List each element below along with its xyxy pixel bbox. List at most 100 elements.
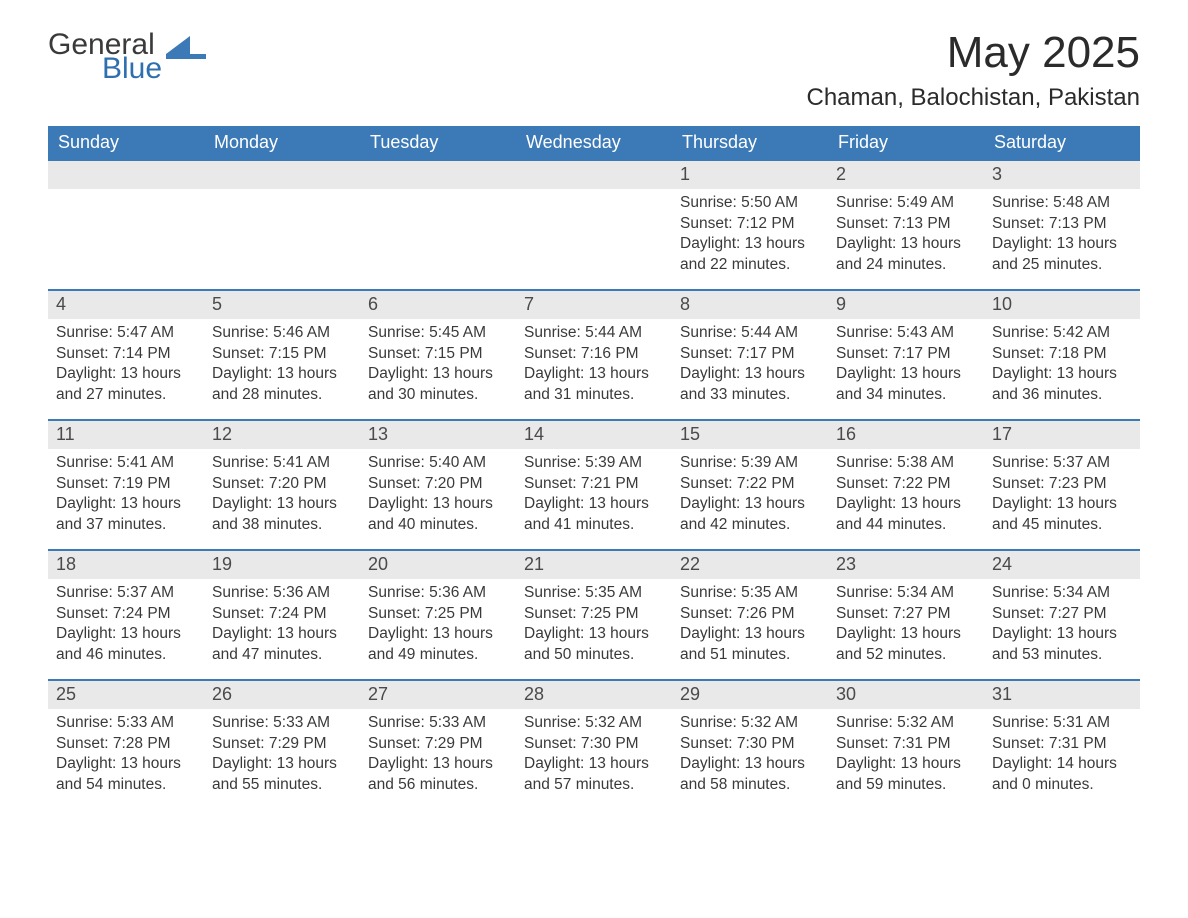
weekday-header: Saturday bbox=[984, 126, 1140, 160]
day-number: 24 bbox=[984, 551, 1140, 578]
sunrise-line: Sunrise: 5:36 AM bbox=[368, 583, 508, 604]
day-cell: 17Sunrise: 5:37 AMSunset: 7:23 PMDayligh… bbox=[984, 420, 1140, 550]
day-cell: 31Sunrise: 5:31 AMSunset: 7:31 PMDayligh… bbox=[984, 680, 1140, 810]
weekday-header: Wednesday bbox=[516, 126, 672, 160]
day-body: Sunrise: 5:31 AMSunset: 7:31 PMDaylight:… bbox=[984, 709, 1140, 803]
day-number: 22 bbox=[672, 551, 828, 578]
day-number: 16 bbox=[828, 421, 984, 448]
weekday-header: Tuesday bbox=[360, 126, 516, 160]
day-cell: 16Sunrise: 5:38 AMSunset: 7:22 PMDayligh… bbox=[828, 420, 984, 550]
day-cell: 9Sunrise: 5:43 AMSunset: 7:17 PMDaylight… bbox=[828, 290, 984, 420]
month-title: May 2025 bbox=[806, 30, 1140, 76]
day-cell: 14Sunrise: 5:39 AMSunset: 7:21 PMDayligh… bbox=[516, 420, 672, 550]
sunset-line: Sunset: 7:15 PM bbox=[368, 344, 508, 365]
day-number bbox=[48, 161, 204, 188]
sunrise-line: Sunrise: 5:36 AM bbox=[212, 583, 352, 604]
sunrise-line: Sunrise: 5:33 AM bbox=[56, 713, 196, 734]
day-body: Sunrise: 5:36 AMSunset: 7:24 PMDaylight:… bbox=[204, 579, 360, 673]
day-number: 13 bbox=[360, 421, 516, 448]
header: General Blue May 2025 Chaman, Balochista… bbox=[48, 30, 1140, 112]
sunrise-line: Sunrise: 5:41 AM bbox=[56, 453, 196, 474]
sunset-line: Sunset: 7:27 PM bbox=[992, 604, 1132, 625]
day-number: 15 bbox=[672, 421, 828, 448]
sunrise-line: Sunrise: 5:47 AM bbox=[56, 323, 196, 344]
sunrise-line: Sunrise: 5:37 AM bbox=[56, 583, 196, 604]
calendar-table: SundayMondayTuesdayWednesdayThursdayFrid… bbox=[48, 126, 1140, 810]
day-number: 5 bbox=[204, 291, 360, 318]
sunset-line: Sunset: 7:20 PM bbox=[212, 474, 352, 495]
day-number: 12 bbox=[204, 421, 360, 448]
sunrise-line: Sunrise: 5:38 AM bbox=[836, 453, 976, 474]
sunrise-line: Sunrise: 5:33 AM bbox=[368, 713, 508, 734]
day-body: Sunrise: 5:42 AMSunset: 7:18 PMDaylight:… bbox=[984, 319, 1140, 413]
day-body: Sunrise: 5:46 AMSunset: 7:15 PMDaylight:… bbox=[204, 319, 360, 413]
sunset-line: Sunset: 7:22 PM bbox=[836, 474, 976, 495]
day-cell: 28Sunrise: 5:32 AMSunset: 7:30 PMDayligh… bbox=[516, 680, 672, 810]
sunset-line: Sunset: 7:31 PM bbox=[836, 734, 976, 755]
day-cell: 21Sunrise: 5:35 AMSunset: 7:25 PMDayligh… bbox=[516, 550, 672, 680]
day-body: Sunrise: 5:32 AMSunset: 7:31 PMDaylight:… bbox=[828, 709, 984, 803]
sunrise-line: Sunrise: 5:32 AM bbox=[836, 713, 976, 734]
day-number: 6 bbox=[360, 291, 516, 318]
weekday-header: Monday bbox=[204, 126, 360, 160]
sunset-line: Sunset: 7:25 PM bbox=[368, 604, 508, 625]
day-cell: 19Sunrise: 5:36 AMSunset: 7:24 PMDayligh… bbox=[204, 550, 360, 680]
daylight-line: Daylight: 13 hours and 42 minutes. bbox=[680, 494, 820, 536]
logo-flag-icon bbox=[166, 36, 208, 62]
day-number: 2 bbox=[828, 161, 984, 188]
daylight-line: Daylight: 13 hours and 34 minutes. bbox=[836, 364, 976, 406]
day-body: Sunrise: 5:41 AMSunset: 7:19 PMDaylight:… bbox=[48, 449, 204, 543]
daylight-line: Daylight: 13 hours and 36 minutes. bbox=[992, 364, 1132, 406]
daylight-line: Daylight: 13 hours and 33 minutes. bbox=[680, 364, 820, 406]
day-body: Sunrise: 5:45 AMSunset: 7:15 PMDaylight:… bbox=[360, 319, 516, 413]
daylight-line: Daylight: 14 hours and 0 minutes. bbox=[992, 754, 1132, 796]
day-body bbox=[516, 189, 672, 199]
sunrise-line: Sunrise: 5:42 AM bbox=[992, 323, 1132, 344]
day-body: Sunrise: 5:39 AMSunset: 7:21 PMDaylight:… bbox=[516, 449, 672, 543]
daylight-line: Daylight: 13 hours and 51 minutes. bbox=[680, 624, 820, 666]
logo: General Blue bbox=[48, 30, 208, 84]
sunrise-line: Sunrise: 5:40 AM bbox=[368, 453, 508, 474]
day-cell: 24Sunrise: 5:34 AMSunset: 7:27 PMDayligh… bbox=[984, 550, 1140, 680]
sunrise-line: Sunrise: 5:41 AM bbox=[212, 453, 352, 474]
day-number: 23 bbox=[828, 551, 984, 578]
title-block: May 2025 Chaman, Balochistan, Pakistan bbox=[806, 30, 1140, 112]
day-number: 29 bbox=[672, 681, 828, 708]
logo-word-blue: Blue bbox=[102, 54, 162, 84]
day-cell: 18Sunrise: 5:37 AMSunset: 7:24 PMDayligh… bbox=[48, 550, 204, 680]
day-number: 7 bbox=[516, 291, 672, 318]
day-cell: 27Sunrise: 5:33 AMSunset: 7:29 PMDayligh… bbox=[360, 680, 516, 810]
day-number: 25 bbox=[48, 681, 204, 708]
weekday-header: Thursday bbox=[672, 126, 828, 160]
day-cell bbox=[204, 160, 360, 290]
daylight-line: Daylight: 13 hours and 37 minutes. bbox=[56, 494, 196, 536]
day-cell: 1Sunrise: 5:50 AMSunset: 7:12 PMDaylight… bbox=[672, 160, 828, 290]
daylight-line: Daylight: 13 hours and 54 minutes. bbox=[56, 754, 196, 796]
week-row: 11Sunrise: 5:41 AMSunset: 7:19 PMDayligh… bbox=[48, 420, 1140, 550]
daylight-line: Daylight: 13 hours and 46 minutes. bbox=[56, 624, 196, 666]
day-cell: 2Sunrise: 5:49 AMSunset: 7:13 PMDaylight… bbox=[828, 160, 984, 290]
sunset-line: Sunset: 7:30 PM bbox=[524, 734, 664, 755]
day-cell: 7Sunrise: 5:44 AMSunset: 7:16 PMDaylight… bbox=[516, 290, 672, 420]
daylight-line: Daylight: 13 hours and 27 minutes. bbox=[56, 364, 196, 406]
day-cell bbox=[516, 160, 672, 290]
sunset-line: Sunset: 7:21 PM bbox=[524, 474, 664, 495]
day-body: Sunrise: 5:37 AMSunset: 7:24 PMDaylight:… bbox=[48, 579, 204, 673]
day-body: Sunrise: 5:38 AMSunset: 7:22 PMDaylight:… bbox=[828, 449, 984, 543]
sunset-line: Sunset: 7:14 PM bbox=[56, 344, 196, 365]
daylight-line: Daylight: 13 hours and 52 minutes. bbox=[836, 624, 976, 666]
sunrise-line: Sunrise: 5:35 AM bbox=[680, 583, 820, 604]
day-body: Sunrise: 5:44 AMSunset: 7:16 PMDaylight:… bbox=[516, 319, 672, 413]
sunrise-line: Sunrise: 5:34 AM bbox=[992, 583, 1132, 604]
sunset-line: Sunset: 7:23 PM bbox=[992, 474, 1132, 495]
day-body: Sunrise: 5:41 AMSunset: 7:20 PMDaylight:… bbox=[204, 449, 360, 543]
day-cell: 3Sunrise: 5:48 AMSunset: 7:13 PMDaylight… bbox=[984, 160, 1140, 290]
location: Chaman, Balochistan, Pakistan bbox=[806, 84, 1140, 112]
day-number: 30 bbox=[828, 681, 984, 708]
day-cell: 11Sunrise: 5:41 AMSunset: 7:19 PMDayligh… bbox=[48, 420, 204, 550]
day-cell: 26Sunrise: 5:33 AMSunset: 7:29 PMDayligh… bbox=[204, 680, 360, 810]
day-cell: 13Sunrise: 5:40 AMSunset: 7:20 PMDayligh… bbox=[360, 420, 516, 550]
sunset-line: Sunset: 7:17 PM bbox=[836, 344, 976, 365]
day-number: 19 bbox=[204, 551, 360, 578]
weekday-header: Sunday bbox=[48, 126, 204, 160]
